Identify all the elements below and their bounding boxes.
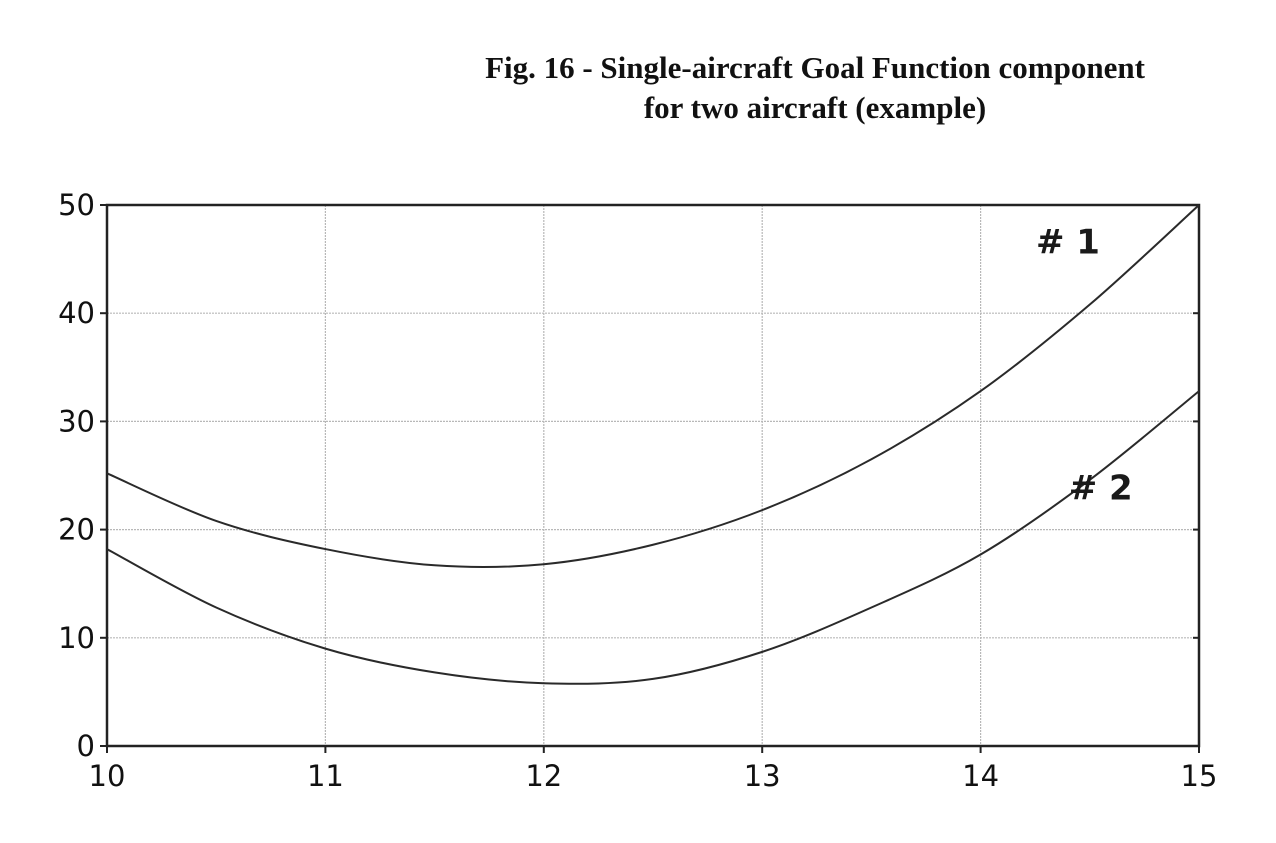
- plot-frame: [107, 205, 1199, 746]
- y-tick-label: 0: [77, 729, 95, 763]
- series-label-2: # 2: [1069, 468, 1133, 508]
- series-label-1: # 1: [1036, 223, 1100, 263]
- x-tick-label: 15: [1181, 759, 1218, 793]
- y-tick-label: 50: [58, 188, 95, 222]
- y-tick-label: 30: [58, 404, 95, 438]
- y-tick-label: 20: [58, 513, 95, 547]
- x-tick-label: 11: [307, 759, 344, 793]
- x-tick-label: 12: [525, 759, 562, 793]
- x-tick-label: 10: [89, 759, 126, 793]
- y-tick-label: 10: [58, 621, 95, 655]
- x-tick-label: 13: [744, 759, 781, 793]
- y-tick-label: 40: [58, 296, 95, 330]
- x-tick-label: 14: [962, 759, 999, 793]
